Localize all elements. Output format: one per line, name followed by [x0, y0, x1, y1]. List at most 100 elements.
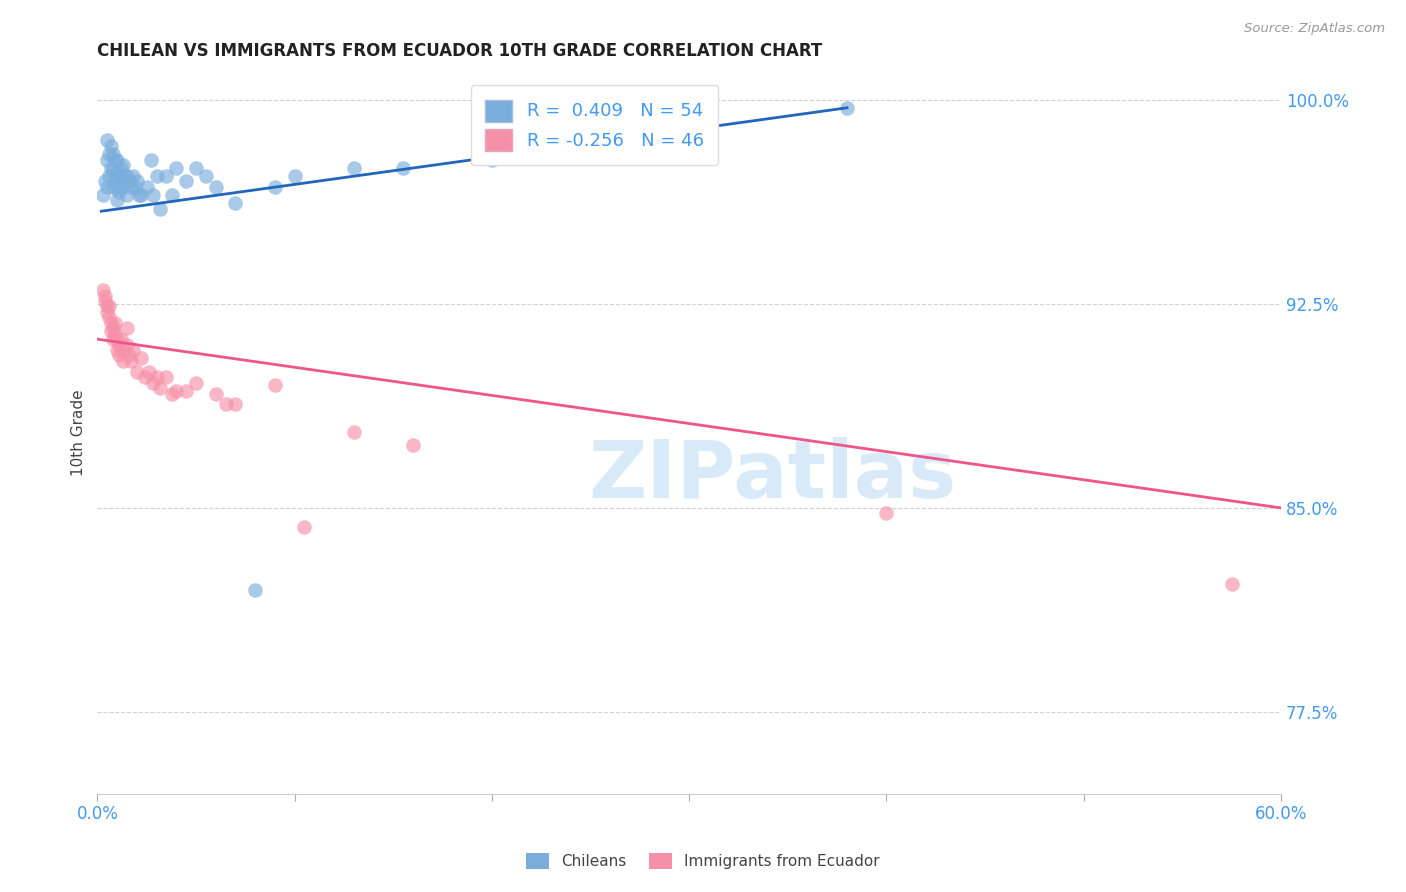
- Point: [118, 349, 141, 363]
- Point: [165, 384, 187, 398]
- Point: [120, 354, 142, 368]
- Point: [101, 147, 124, 161]
- Point: [194, 169, 217, 183]
- Point: [214, 397, 236, 411]
- Point: [142, 188, 165, 202]
- Point: [264, 378, 287, 392]
- Point: [149, 202, 172, 216]
- Point: [1220, 577, 1243, 591]
- Text: Source: ZipAtlas.com: Source: ZipAtlas.com: [1244, 22, 1385, 36]
- Point: [121, 169, 143, 183]
- Point: [145, 370, 167, 384]
- Text: CHILEAN VS IMMIGRANTS FROM ECUADOR 10TH GRADE CORRELATION CHART: CHILEAN VS IMMIGRANTS FROM ECUADOR 10TH …: [97, 42, 823, 60]
- Point: [875, 506, 897, 520]
- Point: [105, 169, 128, 183]
- Point: [224, 196, 246, 211]
- Point: [108, 337, 131, 351]
- Point: [105, 343, 128, 357]
- Point: [343, 425, 366, 439]
- Point: [118, 174, 141, 188]
- Point: [402, 438, 425, 452]
- Point: [104, 169, 127, 183]
- Point: [98, 300, 121, 314]
- Point: [162, 386, 184, 401]
- Point: [224, 397, 246, 411]
- Point: [155, 370, 177, 384]
- Point: [105, 194, 128, 208]
- Point: [104, 153, 127, 167]
- Point: [105, 153, 128, 167]
- Point: [165, 161, 187, 175]
- Point: [204, 386, 226, 401]
- Point: [111, 354, 134, 368]
- Point: [264, 179, 287, 194]
- Point: [204, 179, 226, 194]
- Point: [104, 316, 127, 330]
- Point: [108, 166, 131, 180]
- Point: [129, 188, 152, 202]
- Point: [91, 283, 114, 297]
- Point: [129, 351, 152, 366]
- Point: [142, 376, 165, 390]
- Point: [114, 169, 136, 183]
- Point: [115, 169, 138, 183]
- Point: [149, 381, 172, 395]
- Point: [108, 349, 131, 363]
- Point: [392, 161, 415, 175]
- Point: [184, 161, 207, 175]
- Point: [100, 316, 122, 330]
- Point: [174, 174, 197, 188]
- Point: [96, 133, 118, 147]
- Point: [110, 332, 132, 346]
- Point: [108, 185, 131, 199]
- Point: [115, 188, 138, 202]
- Point: [96, 179, 118, 194]
- Point: [105, 332, 128, 346]
- Point: [115, 337, 138, 351]
- Point: [138, 365, 160, 379]
- Point: [128, 188, 150, 202]
- Point: [96, 153, 118, 167]
- Point: [98, 147, 121, 161]
- Y-axis label: 10th Grade: 10th Grade: [72, 390, 86, 476]
- Point: [94, 288, 117, 302]
- Point: [100, 139, 122, 153]
- Point: [124, 179, 146, 194]
- Point: [243, 582, 266, 597]
- Text: ZIPatlas: ZIPatlas: [588, 437, 956, 516]
- Point: [94, 174, 117, 188]
- Point: [110, 179, 132, 194]
- Point: [105, 179, 128, 194]
- Point: [101, 163, 124, 178]
- Point: [120, 179, 142, 194]
- Point: [100, 161, 122, 175]
- Legend: Chileans, Immigrants from Ecuador: Chileans, Immigrants from Ecuador: [520, 847, 886, 875]
- Point: [155, 169, 177, 183]
- Point: [284, 169, 307, 183]
- Point: [139, 153, 162, 167]
- Point: [96, 305, 118, 319]
- Point: [101, 179, 124, 194]
- Point: [104, 326, 127, 341]
- Point: [111, 174, 134, 188]
- Point: [174, 384, 197, 398]
- Point: [481, 153, 503, 167]
- Point: [145, 169, 167, 183]
- Legend: R =  0.409   N = 54, R = -0.256   N = 46: R = 0.409 N = 54, R = -0.256 N = 46: [471, 85, 718, 165]
- Point: [835, 101, 858, 115]
- Point: [135, 179, 157, 194]
- Point: [110, 161, 132, 175]
- Point: [96, 300, 118, 314]
- Point: [111, 158, 134, 172]
- Point: [98, 310, 121, 325]
- Point: [162, 188, 184, 202]
- Point: [184, 376, 207, 390]
- Point: [98, 169, 121, 183]
- Point: [121, 343, 143, 357]
- Point: [294, 520, 316, 534]
- Point: [125, 174, 148, 188]
- Point: [111, 343, 134, 357]
- Point: [134, 370, 156, 384]
- Point: [343, 161, 366, 175]
- Point: [101, 321, 124, 335]
